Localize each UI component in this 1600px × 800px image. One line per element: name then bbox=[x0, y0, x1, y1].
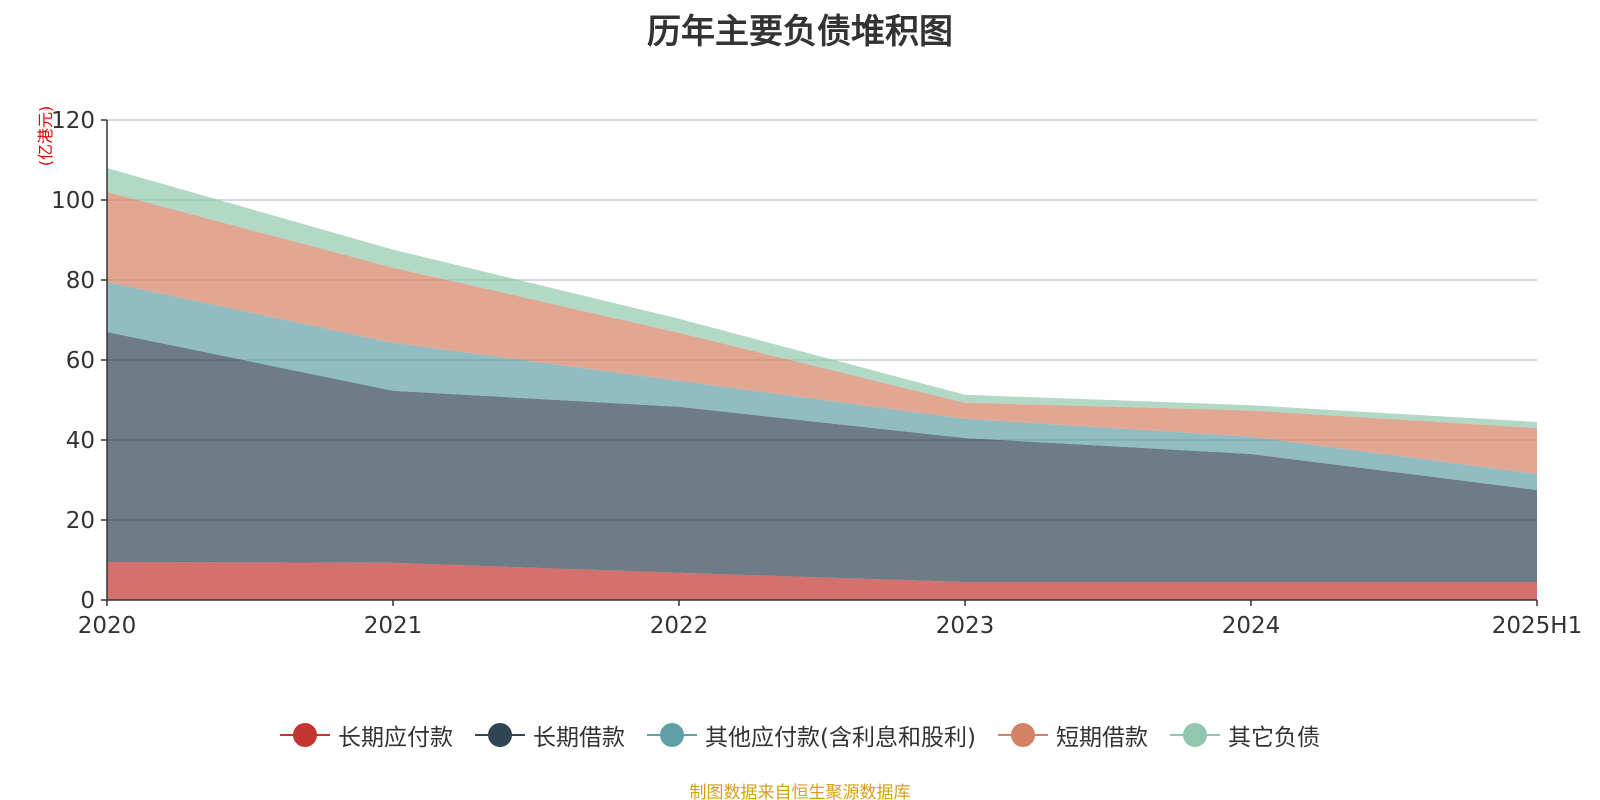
legend-item[interactable]: 其它负债 bbox=[1169, 718, 1320, 752]
area-series-2 bbox=[107, 282, 1537, 490]
legend-label: 长期应付款 bbox=[338, 725, 454, 751]
chart-title: 历年主要负债堆积图 bbox=[647, 12, 953, 52]
source-note: 制图数据来自恒生聚源数据库 bbox=[689, 783, 911, 800]
legend-marker-icon bbox=[280, 722, 331, 748]
x-tick-label: 2025H1 bbox=[1492, 613, 1582, 639]
y-tick-label: 80 bbox=[66, 268, 95, 294]
y-tick-label: 100 bbox=[51, 188, 95, 214]
legend-marker-icon bbox=[997, 722, 1048, 748]
y-tick-label: 0 bbox=[80, 588, 95, 614]
x-tick-label: 2022 bbox=[650, 613, 709, 639]
y-tick-label: 120 bbox=[51, 108, 95, 134]
legend-marker-icon bbox=[647, 722, 698, 748]
x-tick-label: 2024 bbox=[1222, 613, 1281, 639]
y-tick-label: 40 bbox=[66, 428, 95, 454]
legend-label: 短期借款 bbox=[1055, 725, 1148, 751]
area-series-1 bbox=[107, 332, 1537, 582]
legend-item[interactable]: 长期应付款 bbox=[280, 718, 453, 752]
x-tick-label: 2020 bbox=[78, 613, 137, 639]
axis-layer: 0 20 40 60 80 100 120 2020 2021 2022 2023 2024 2025H… bbox=[51, 108, 1582, 639]
area-series-3 bbox=[107, 192, 1537, 474]
area-series-0 bbox=[107, 562, 1537, 600]
legend-label: 其他应付款(含利息和股利) bbox=[705, 725, 976, 751]
area-layer bbox=[107, 168, 1537, 600]
legend: 长期应付款 长期借款 其他应付款(含利息和股利) 短期借款 其它负债 bbox=[0, 718, 1600, 752]
legend-item[interactable]: 其他应付款(含利息和股利) bbox=[647, 718, 976, 752]
legend-marker-icon bbox=[1169, 722, 1220, 748]
legend-item[interactable]: 长期借款 bbox=[475, 718, 625, 752]
y-tick-label: 20 bbox=[66, 508, 95, 534]
y-tick-label: 60 bbox=[66, 348, 95, 374]
x-tick-label: 2023 bbox=[936, 613, 995, 639]
legend-item[interactable]: 短期借款 bbox=[997, 718, 1148, 752]
legend-label: 长期借款 bbox=[533, 725, 626, 751]
legend-marker-icon bbox=[475, 722, 526, 748]
x-tick-label: 2021 bbox=[364, 613, 423, 639]
legend-label: 其它负债 bbox=[1227, 725, 1320, 751]
